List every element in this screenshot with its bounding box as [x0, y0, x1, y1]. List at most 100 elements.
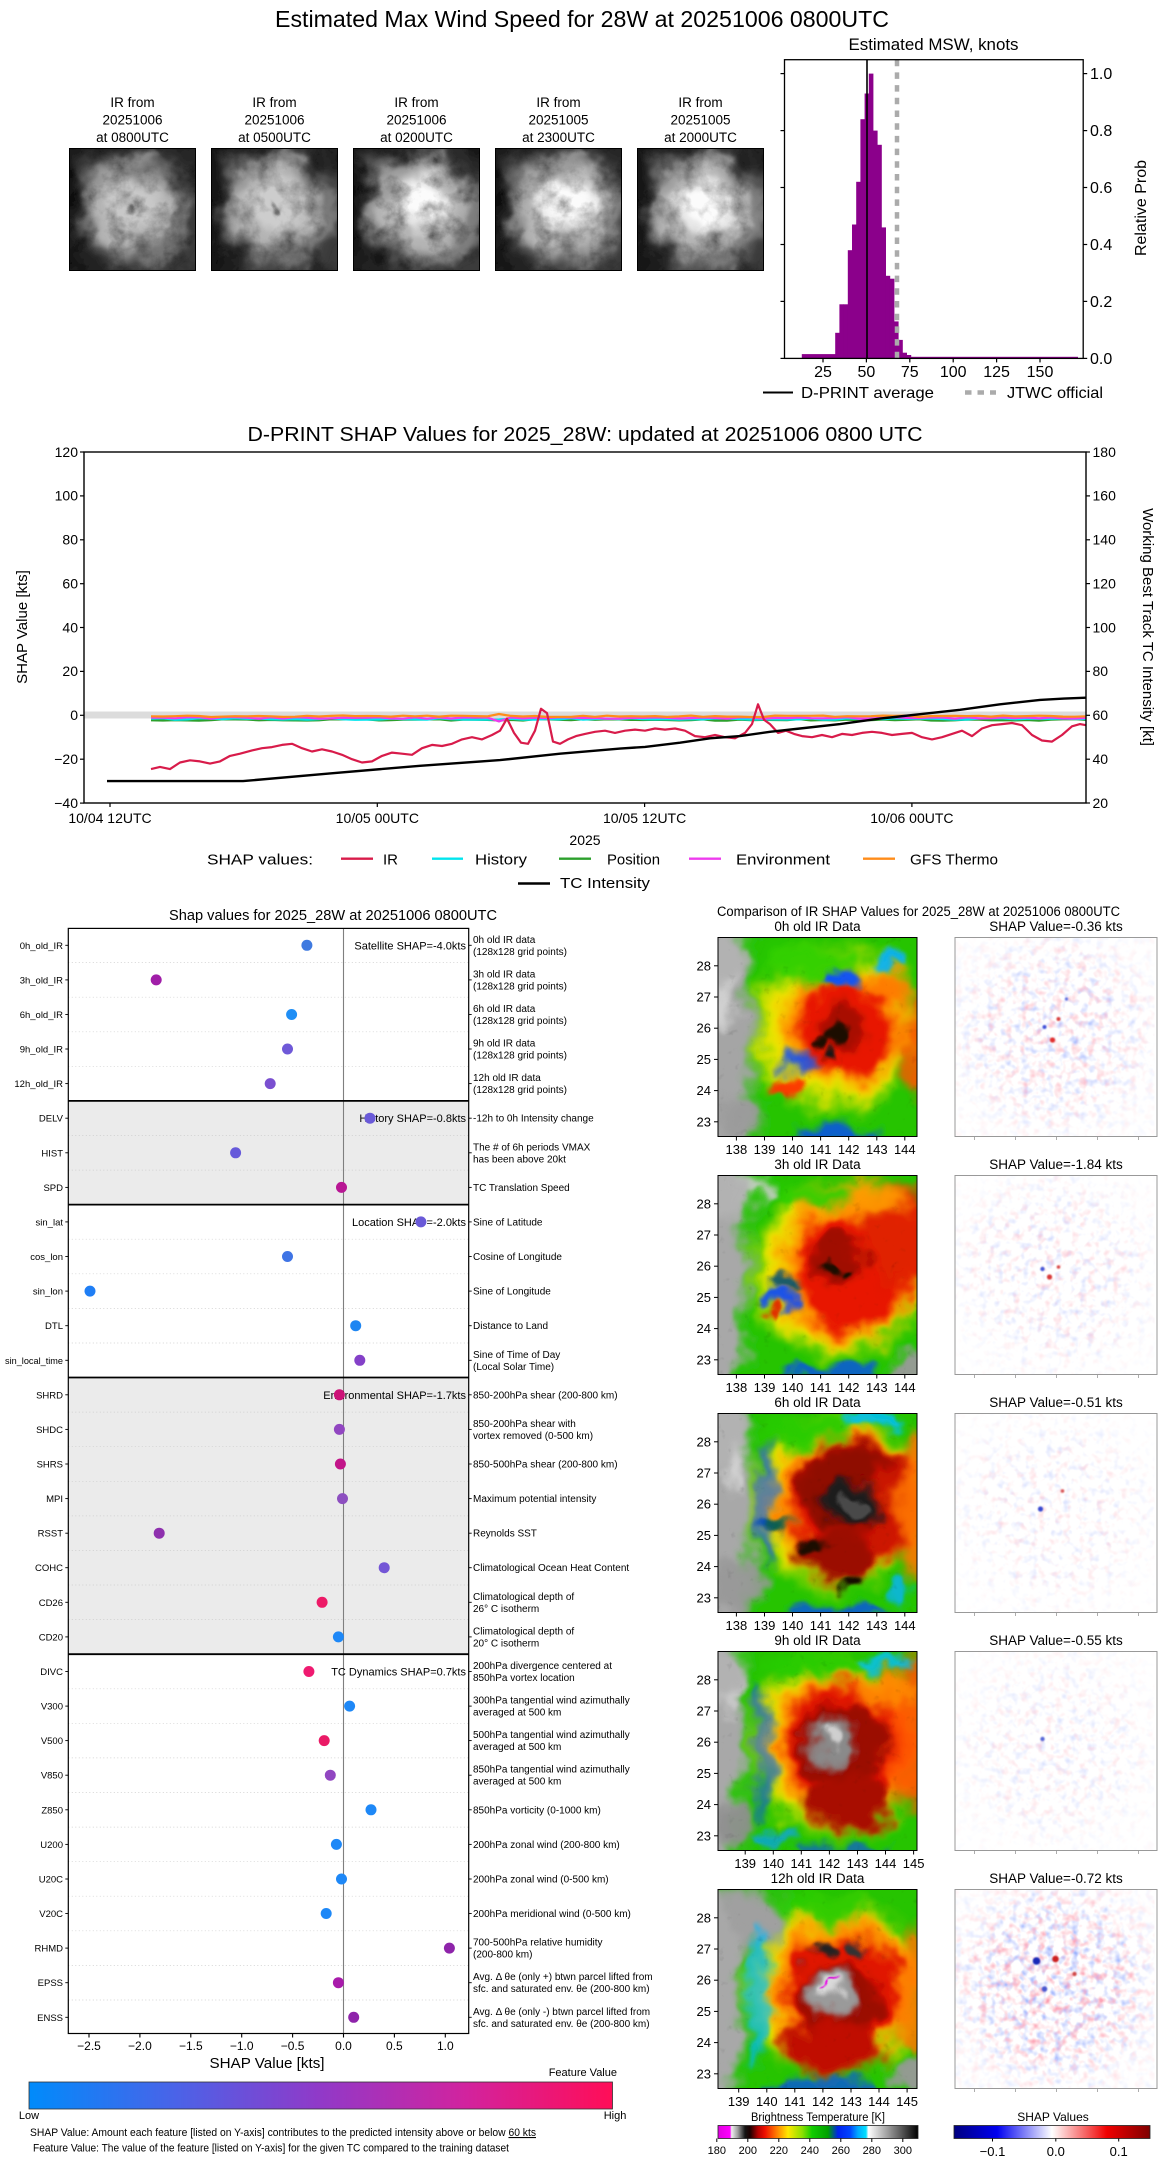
svg-text:60: 60 [1093, 707, 1109, 723]
svg-text:−1.5: −1.5 [179, 2039, 203, 2053]
svg-text:COHC: COHC [35, 1563, 63, 1574]
svg-text:Avg. Δ θe (only -) btwn parcel: Avg. Δ θe (only -) btwn parcel lifted fr… [473, 2007, 650, 2018]
svg-text:3h old IR Data: 3h old IR Data [774, 1157, 861, 1172]
svg-text:23: 23 [697, 1114, 711, 1129]
svg-text:IR: IR [383, 852, 398, 869]
svg-text:240: 240 [801, 2145, 819, 2157]
svg-text:Sine of Longitude: Sine of Longitude [473, 1287, 551, 1298]
svg-text:History: History [475, 852, 528, 869]
svg-text:120: 120 [1093, 575, 1117, 591]
svg-text:27: 27 [697, 1942, 711, 1957]
svg-text:75: 75 [901, 364, 919, 381]
svg-text:-12h to 0h Intensity change: -12h to 0h Intensity change [473, 1114, 594, 1125]
svg-text:100: 100 [1093, 619, 1117, 635]
svg-text:−2.5: −2.5 [77, 2039, 101, 2053]
svg-text:V300: V300 [41, 1702, 63, 1713]
svg-text:26° C isotherm: 26° C isotherm [473, 1604, 539, 1615]
svg-text:850-200hPa shear (200-800 km): 850-200hPa shear (200-800 km) [473, 1390, 618, 1401]
svg-text:Relative Prob: Relative Prob [1133, 160, 1150, 256]
svg-text:U200: U200 [40, 1840, 63, 1851]
svg-text:200hPa zonal wind (200-800 km): 200hPa zonal wind (200-800 km) [473, 1840, 620, 1851]
svg-text:160: 160 [1093, 488, 1117, 504]
svg-text:143: 143 [847, 1856, 869, 1871]
svg-text:D-PRINT average: D-PRINT average [801, 385, 934, 402]
svg-text:RSST: RSST [38, 1529, 64, 1540]
svg-text:28: 28 [697, 1196, 711, 1211]
svg-text:High: High [604, 2110, 627, 2122]
svg-text:142: 142 [819, 1856, 841, 1871]
svg-text:850-500hPa shear (200-800 km): 850-500hPa shear (200-800 km) [473, 1460, 618, 1471]
svg-text:CD20: CD20 [39, 1632, 63, 1643]
svg-text:28: 28 [697, 958, 711, 973]
svg-text:10/05 00UTC: 10/05 00UTC [336, 810, 419, 826]
svg-text:0.1: 0.1 [1110, 2144, 1128, 2158]
svg-text:27: 27 [697, 1704, 711, 1719]
svg-text:(128x128 grid points): (128x128 grid points) [473, 1051, 567, 1062]
svg-text:DIVC: DIVC [40, 1667, 63, 1678]
svg-text:141: 141 [784, 2094, 806, 2109]
svg-text:260: 260 [832, 2145, 850, 2157]
svg-text:TC Dynamics SHAP=0.7kts: TC Dynamics SHAP=0.7kts [331, 1667, 466, 1679]
svg-text:26: 26 [697, 1259, 711, 1274]
svg-text:at 0500UTC: at 0500UTC [238, 130, 311, 145]
svg-text:Environmental SHAP=-1.7kts: Environmental SHAP=-1.7kts [323, 1390, 466, 1402]
svg-text:at 2000UTC: at 2000UTC [664, 130, 737, 145]
svg-text:at 0200UTC: at 0200UTC [380, 130, 453, 145]
svg-text:(Local Solar Time): (Local Solar Time) [473, 1362, 554, 1373]
svg-text:145: 145 [903, 1856, 925, 1871]
svg-text:23: 23 [697, 1590, 711, 1605]
svg-text:SHAP Value=-0.36 kts: SHAP Value=-0.36 kts [989, 919, 1123, 934]
svg-text:Distance to Land: Distance to Land [473, 1321, 548, 1332]
svg-text:SHAP Values: SHAP Values [1017, 2110, 1089, 2124]
svg-text:1.0: 1.0 [1090, 66, 1112, 83]
svg-text:SHDC: SHDC [36, 1425, 63, 1436]
svg-text:averaged at 500 km: averaged at 500 km [473, 1708, 561, 1719]
svg-text:142: 142 [812, 2094, 834, 2109]
svg-text:2025: 2025 [569, 832, 600, 848]
svg-text:24: 24 [697, 2035, 711, 2050]
svg-text:144: 144 [894, 1380, 916, 1395]
svg-text:IR from: IR from [678, 95, 722, 110]
svg-text:143: 143 [866, 1142, 888, 1157]
svg-text:Estimated MSW, knots: Estimated MSW, knots [849, 35, 1019, 54]
svg-text:80: 80 [1093, 663, 1109, 679]
svg-text:25: 25 [697, 2004, 711, 2019]
svg-text:Brightness Temperature [K]: Brightness Temperature [K] [751, 2112, 885, 2124]
svg-text:125: 125 [983, 364, 1010, 381]
svg-text:20251005: 20251005 [670, 113, 730, 128]
svg-text:TC Intensity: TC Intensity [560, 875, 651, 892]
svg-text:SHRS: SHRS [37, 1460, 63, 1471]
svg-text:−0.1: −0.1 [980, 2144, 1006, 2158]
svg-text:142: 142 [838, 1618, 860, 1633]
svg-text:U20C: U20C [39, 1875, 63, 1886]
svg-text:0.6: 0.6 [1090, 180, 1112, 197]
svg-text:IR from: IR from [252, 95, 296, 110]
svg-text:0h old IR data: 0h old IR data [473, 935, 536, 946]
svg-text:−0.5: −0.5 [281, 2039, 305, 2053]
svg-text:History SHAP=-0.8kts: History SHAP=-0.8kts [359, 1113, 466, 1125]
svg-text:IR from: IR from [110, 95, 154, 110]
svg-text:23: 23 [697, 1352, 711, 1367]
svg-text:MPI: MPI [46, 1494, 63, 1505]
svg-text:300hPa tangential wind azimuth: 300hPa tangential wind azimuthally [473, 1696, 630, 1707]
svg-text:10/06 00UTC: 10/06 00UTC [870, 810, 953, 826]
svg-text:ENSS: ENSS [37, 2013, 63, 2024]
svg-text:0.2: 0.2 [1090, 294, 1112, 311]
svg-text:Estimated Max Wind Speed for 2: Estimated Max Wind Speed for 28W at 2025… [275, 6, 889, 32]
svg-text:12h old IR data: 12h old IR data [473, 1073, 541, 1084]
svg-text:24: 24 [697, 1321, 711, 1336]
svg-text:SHAP Value=-0.72 kts: SHAP Value=-0.72 kts [989, 1871, 1123, 1886]
svg-text:138: 138 [726, 1142, 748, 1157]
svg-text:850hPa vortex location: 850hPa vortex location [473, 1673, 575, 1684]
svg-text:139: 139 [754, 1618, 776, 1633]
svg-text:28: 28 [697, 1672, 711, 1687]
svg-text:144: 144 [868, 2094, 890, 2109]
svg-text:200hPa divergence centered at: 200hPa divergence centered at [473, 1661, 612, 1672]
svg-text:200hPa zonal wind (0-500 km): 200hPa zonal wind (0-500 km) [473, 1875, 609, 1886]
svg-text:−20: −20 [54, 751, 78, 767]
svg-text:sin_local_time: sin_local_time [5, 1356, 63, 1367]
svg-text:TC Translation Speed: TC Translation Speed [473, 1183, 570, 1194]
svg-text:139: 139 [728, 2094, 750, 2109]
svg-text:Location SHAP=-2.0kts: Location SHAP=-2.0kts [352, 1217, 467, 1229]
svg-text:40: 40 [62, 619, 78, 635]
